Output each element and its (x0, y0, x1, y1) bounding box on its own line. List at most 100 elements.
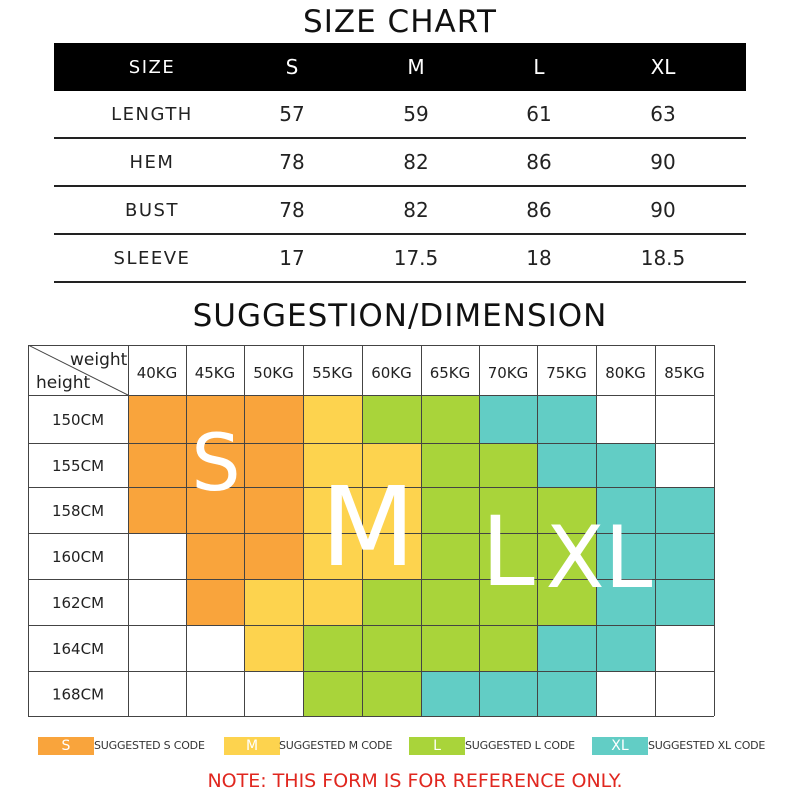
grid-cell (421, 671, 479, 716)
weight-header: 75KG (546, 364, 587, 382)
height-label: 158CM (52, 502, 104, 520)
corner-diagonal (27, 344, 129, 396)
grid-cell (362, 579, 421, 625)
suggestion-title: SUGGESTION/DIMENSION (192, 298, 608, 334)
height-label: 155CM (52, 457, 104, 475)
size-row-bust: BUST 78 82 86 90 (54, 187, 746, 235)
corner-weight-label: weight (70, 350, 128, 370)
size-cell: 61 (526, 102, 552, 126)
grid-cell (655, 443, 714, 487)
size-row-length: LENGTH 57 59 61 63 (54, 91, 746, 139)
legend-swatch-xl: XL (592, 737, 648, 755)
grid-cell (655, 533, 714, 579)
grid-cell (479, 487, 537, 533)
grid-cell (186, 443, 244, 487)
grid-cell (537, 579, 596, 625)
size-header-l: L (533, 55, 545, 79)
grid-cell (596, 487, 655, 533)
suggestion-grid-svg: weight height 40KG 45KG 50KG 55KG 60KG 65KG 70KG… (27, 344, 715, 717)
grid-cell (421, 533, 479, 579)
grid-cell (479, 625, 537, 671)
grid-cell (303, 443, 362, 487)
size-row-hem: HEM 78 82 86 90 (54, 139, 746, 187)
weight-header: 85KG (664, 364, 705, 382)
grid-cell (186, 671, 244, 716)
grid-cell (303, 625, 362, 671)
big-size-letter: S (191, 419, 241, 509)
size-cell: 59 (403, 102, 429, 126)
weight-header: 65KG (430, 364, 471, 382)
big-size-letter: M (321, 463, 416, 591)
height-label: 160CM (52, 548, 104, 566)
weight-header: 40KG (137, 364, 178, 382)
legend-text-s: SUGGESTED S CODE (94, 739, 205, 752)
corner-height-label: height (36, 373, 91, 393)
size-chart-table: SIZE S M L XL LENGTH 57 59 61 63 HEM 78 … (54, 43, 746, 283)
grid-cell (596, 533, 655, 579)
weight-header: 55KG (312, 364, 353, 382)
grid-cell (244, 579, 303, 625)
grid-cell (362, 395, 421, 443)
weight-header: 45KG (195, 364, 236, 382)
size-cell: 90 (650, 198, 676, 222)
size-cell: 78 (279, 150, 305, 174)
grid-cell (303, 487, 362, 533)
size-chart-title: SIZE CHART (303, 4, 497, 40)
grid-cell (244, 625, 303, 671)
grid-cell (362, 533, 421, 579)
legend-swatch-s: S (38, 737, 94, 755)
grid-cell (128, 443, 186, 487)
grid-cell (128, 579, 186, 625)
size-cell: 18.5 (640, 246, 686, 270)
size-cell: 82 (403, 150, 429, 174)
grid-cell (421, 395, 479, 443)
reference-note: NOTE: THIS FORM IS FOR REFERENCE ONLY. (207, 770, 623, 792)
grid-cell (362, 625, 421, 671)
grid-cell (244, 395, 303, 443)
grid-cell (128, 487, 186, 533)
size-header-m: M (407, 55, 425, 79)
grid-cell (244, 533, 303, 579)
size-cell: 63 (650, 102, 676, 126)
grid-cell (362, 443, 421, 487)
size-header-s: S (285, 55, 299, 79)
legend-swatch-m: M (224, 737, 280, 755)
legend-text-xl: SUGGESTED XL CODE (648, 739, 766, 752)
height-label: 162CM (52, 594, 104, 612)
grid-cell (303, 533, 362, 579)
size-row-sleeve: SLEEVE 17 17.5 18 18.5 (54, 235, 746, 283)
size-header-label: SIZE (128, 56, 176, 78)
size-cell: 57 (279, 102, 305, 126)
height-label: 168CM (52, 686, 104, 704)
grid-cell (244, 443, 303, 487)
weight-header: 60KG (371, 364, 412, 382)
grid-cell (244, 671, 303, 716)
grid-cell (596, 395, 655, 443)
grid-cell (128, 671, 186, 716)
legend-swatch-l: L (409, 737, 465, 755)
weight-header: 80KG (605, 364, 646, 382)
grid-cell (479, 395, 537, 443)
grid-cell (362, 671, 421, 716)
grid-cell (655, 395, 714, 443)
size-row-label: BUST (125, 199, 179, 221)
size-cell: 17 (279, 246, 305, 270)
big-size-letter: XL (546, 508, 653, 608)
grid-cell (537, 671, 596, 716)
size-cell: 86 (526, 198, 552, 222)
weight-header: 70KG (488, 364, 529, 382)
grid-cell (479, 671, 537, 716)
grid-cell (479, 579, 537, 625)
grid-cell (537, 395, 596, 443)
grid-cell (421, 443, 479, 487)
grid-cell (303, 671, 362, 716)
grid-cell (186, 579, 244, 625)
size-cell: 17.5 (393, 246, 439, 270)
grid-cell (303, 579, 362, 625)
grid-cell (128, 533, 186, 579)
grid-cell (655, 579, 714, 625)
legend-text-l: SUGGESTED L CODE (465, 739, 575, 752)
size-chart-header-row: SIZE S M L XL (54, 43, 746, 91)
weight-header: 50KG (253, 364, 294, 382)
grid-cell (596, 625, 655, 671)
